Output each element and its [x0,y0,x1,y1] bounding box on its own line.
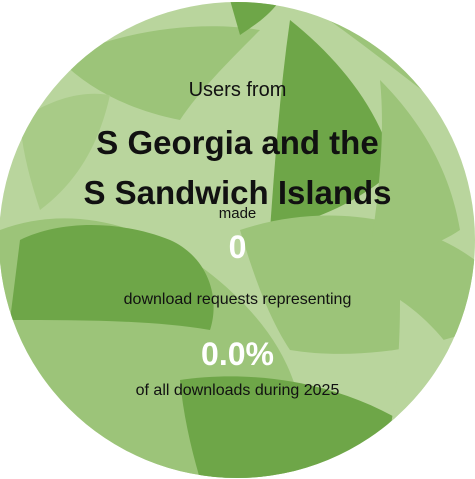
country-name: S Georgia and the S Sandwich Islands [83,124,392,211]
intro-text: Users from [188,79,287,101]
disc-segment [230,2,280,35]
disc-segment [20,93,110,210]
download-percentage: 0.0% [201,336,274,372]
representing-text: download requests representing [123,291,352,308]
made-text: made [218,205,257,222]
disc-segment [270,20,395,230]
period-text: of all downloads during 2025 [135,382,340,399]
disc-segment [370,80,460,252]
download-count: 0 [228,229,247,265]
disc-segment [60,26,260,120]
disc-segment [10,225,214,330]
